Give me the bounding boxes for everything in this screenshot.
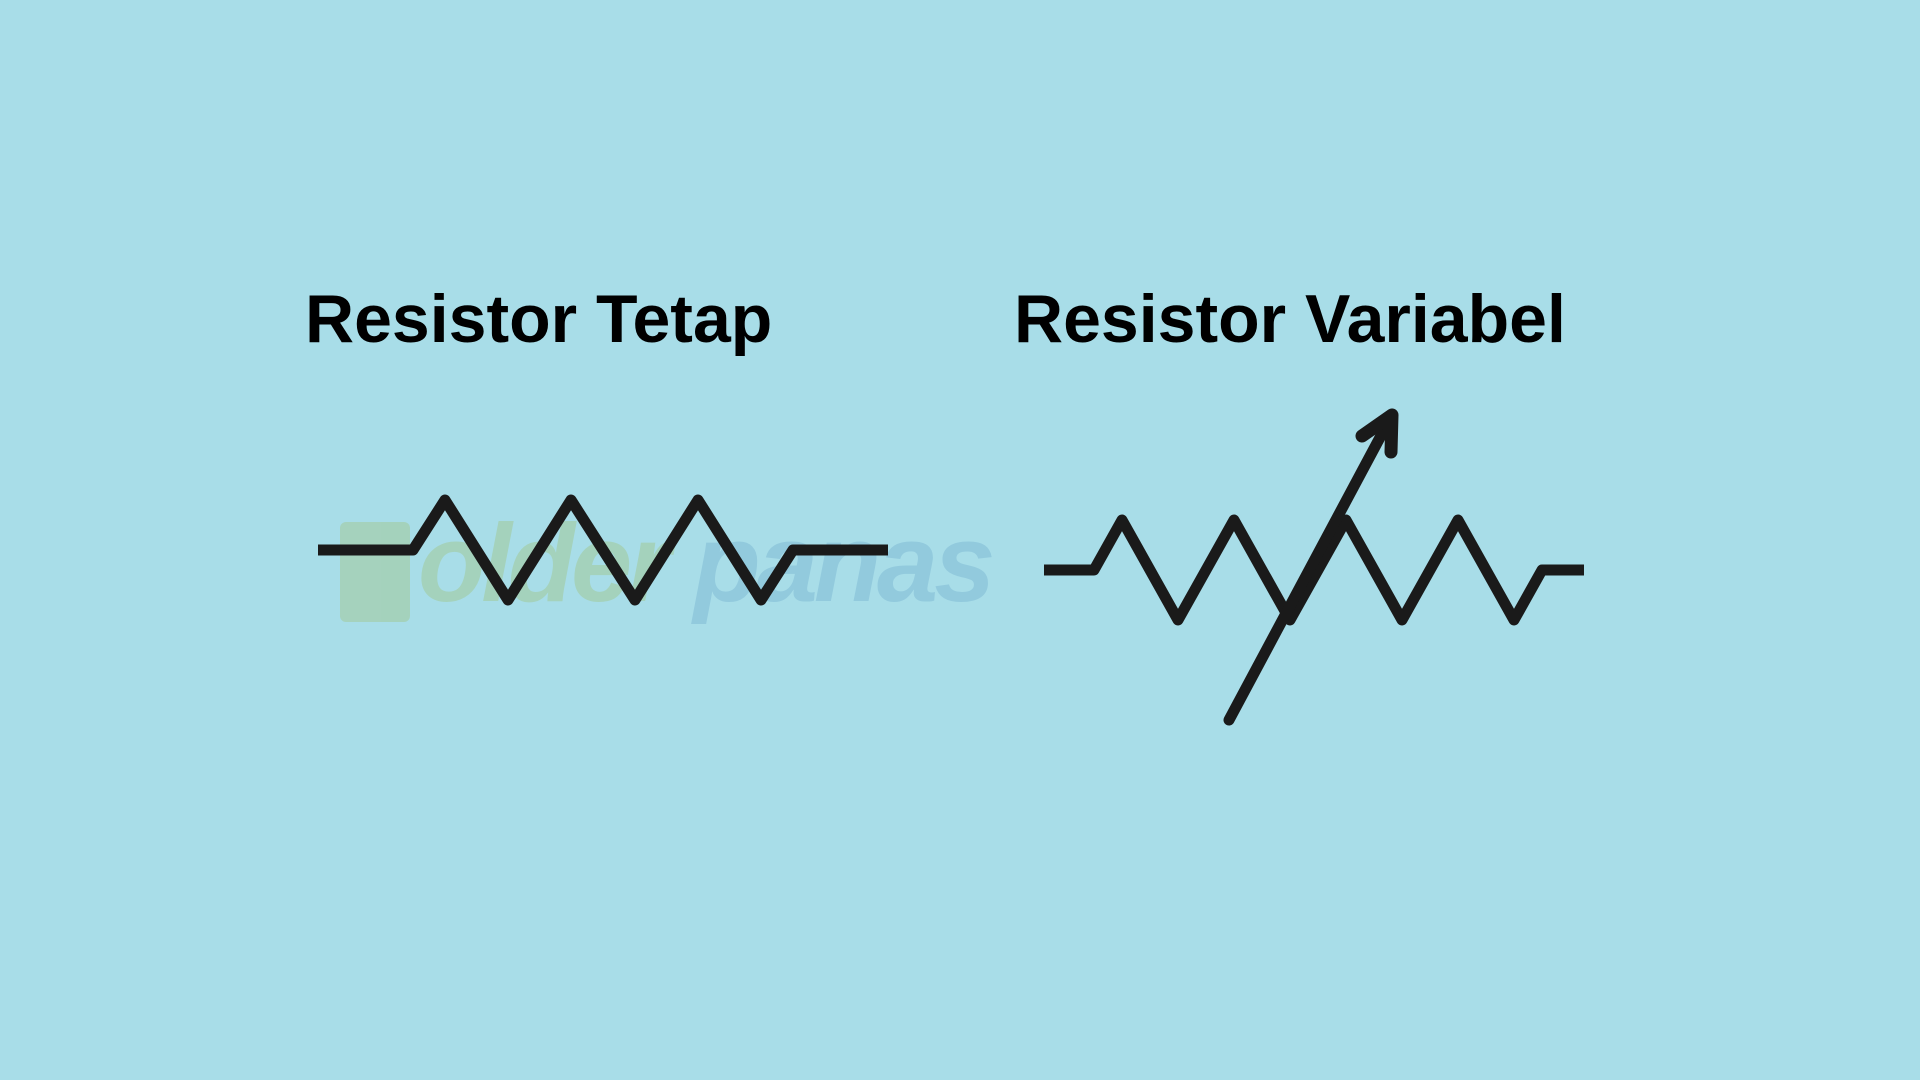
variable-resistor-icon [1044, 380, 1584, 740]
label-variable-resistor: Resistor Variabel [1014, 280, 1566, 358]
diagram-container: older panas Resistor Tetap Resistor Vari… [0, 0, 1920, 1080]
fixed-resistor-icon [318, 490, 888, 610]
label-fixed-resistor: Resistor Tetap [305, 280, 772, 358]
